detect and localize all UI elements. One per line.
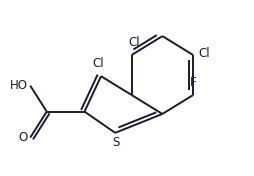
Text: Cl: Cl <box>93 57 104 70</box>
Text: S: S <box>113 136 120 149</box>
Text: Cl: Cl <box>128 36 140 49</box>
Text: HO: HO <box>10 79 28 92</box>
Text: Cl: Cl <box>198 47 210 60</box>
Text: O: O <box>19 131 28 144</box>
Text: F: F <box>190 76 196 89</box>
